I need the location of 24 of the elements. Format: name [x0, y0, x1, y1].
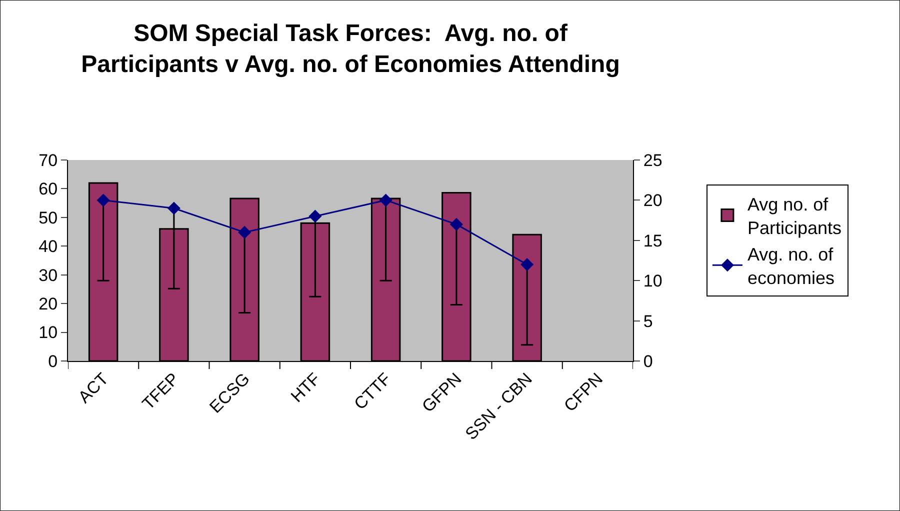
y-tick-label: 60 — [38, 180, 58, 199]
y-tick-label: 40 — [38, 237, 58, 256]
point — [450, 218, 463, 231]
chart-title: SOM Special Task Forces: Avg. no. of Participants v Avg. no. of Economies Attending — [81, 20, 620, 78]
y-tick-label: 70 — [38, 150, 58, 170]
legend-label: Avg no. of Participants — [747, 194, 842, 238]
y-tick-label: 50 — [38, 208, 58, 228]
y2-tick-label: 25 — [643, 150, 662, 170]
point — [308, 210, 322, 223]
y2-tick-label: 20 — [643, 191, 662, 210]
point — [520, 258, 534, 272]
y-tick-label: 0 — [48, 352, 58, 371]
y2-tick-label: 15 — [643, 231, 662, 250]
point — [167, 202, 180, 215]
y-tick-label: 10 — [38, 323, 58, 342]
point — [379, 194, 392, 207]
point — [238, 226, 252, 239]
point — [96, 194, 110, 207]
y-tick-label: 30 — [38, 266, 58, 285]
legend-label: Avg. no. of economies — [747, 244, 834, 288]
y2-tick-label: 0 — [643, 352, 653, 371]
y-tick-label: 20 — [38, 294, 58, 314]
y2-tick-label: 10 — [643, 272, 662, 291]
y2-tick-label: 5 — [643, 312, 653, 331]
